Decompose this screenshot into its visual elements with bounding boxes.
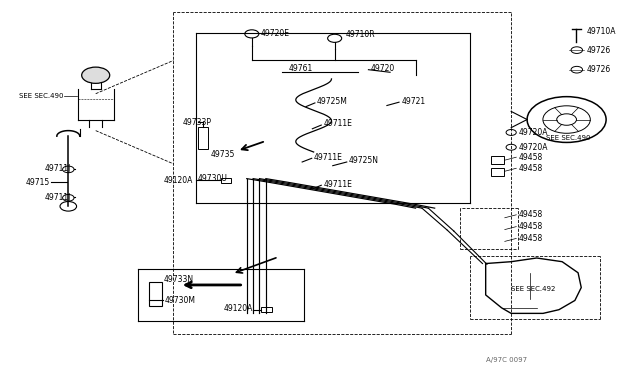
Text: 49761: 49761 [288,64,312,73]
Text: 49720: 49720 [371,64,396,73]
Bar [261,307,271,312]
Text: 49725M: 49725M [317,97,348,106]
Text: 49458: 49458 [519,164,543,173]
Circle shape [82,67,109,83]
Text: 49730U: 49730U [198,174,228,183]
Text: SEE SEC.490: SEE SEC.490 [546,135,591,141]
Text: SEE SEC.492: SEE SEC.492 [511,286,556,292]
Text: 49711E: 49711E [323,180,352,189]
Bar [491,157,504,164]
Text: 49733P: 49733P [183,118,212,127]
Text: 49720A: 49720A [519,128,548,137]
Text: 49458: 49458 [519,234,543,243]
Text: 49720E: 49720E [260,29,290,38]
Text: 49120A: 49120A [223,304,253,313]
Text: 49120A: 49120A [164,176,193,185]
Text: 49733N: 49733N [164,275,194,283]
Text: 49458: 49458 [519,153,543,162]
Text: 49720A: 49720A [519,143,548,152]
Text: A/97C 0097: A/97C 0097 [486,356,527,363]
Text: 49730M: 49730M [164,296,195,305]
Text: 49711J: 49711J [45,164,71,173]
Bar [221,178,232,183]
Text: 49726: 49726 [586,65,611,74]
Text: 49711E: 49711E [323,119,352,128]
Text: 49458: 49458 [519,222,543,231]
Bar [149,282,162,306]
Text: 49710A: 49710A [586,27,616,36]
Text: 49735: 49735 [211,150,235,159]
Text: 49458: 49458 [519,210,543,219]
Text: 49710R: 49710R [346,30,375,39]
Bar [198,127,208,149]
Text: 49711E: 49711E [314,153,342,162]
Text: SEE SEC.490: SEE SEC.490 [19,93,64,99]
Text: 49711J: 49711J [45,193,71,202]
Text: 49725N: 49725N [349,156,379,166]
Text: 49726: 49726 [586,46,611,55]
Text: 49721: 49721 [401,97,426,106]
Text: 49715: 49715 [26,178,50,187]
Bar [491,168,504,176]
